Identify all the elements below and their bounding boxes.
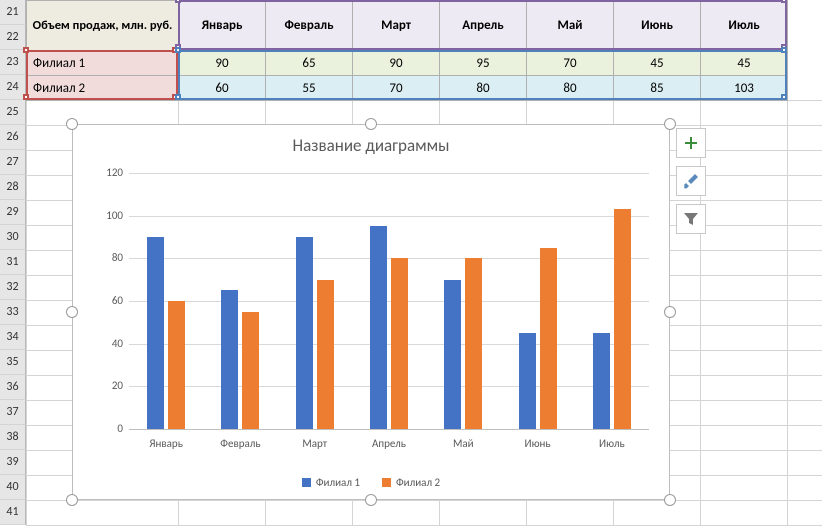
chart-bar[interactable] [465, 258, 482, 429]
chart-add-element-button[interactable] [676, 128, 706, 158]
chart-bar[interactable] [168, 301, 185, 429]
chart-bar[interactable] [614, 209, 631, 429]
table-cell[interactable]: 90 [353, 51, 440, 76]
chart-bar[interactable] [242, 312, 259, 429]
row-number-header[interactable]: 32 [0, 275, 26, 300]
row-number-header[interactable]: 28 [0, 175, 26, 200]
row-number-header[interactable]: 38 [0, 425, 26, 450]
y-axis-tick-label: 20 [83, 379, 123, 392]
legend-item[interactable]: Филиал 1 [302, 476, 360, 489]
chart-resize-handle[interactable] [664, 118, 676, 130]
y-axis-tick-label: 40 [83, 337, 123, 350]
chart-bar[interactable] [540, 248, 557, 429]
col-header[interactable]: Февраль [266, 1, 353, 51]
x-axis-tick-label: Май [453, 437, 474, 450]
legend-swatch-icon [302, 478, 311, 487]
chart-bar[interactable] [147, 237, 164, 429]
chart-resize-handle[interactable] [66, 306, 78, 318]
table-cell[interactable]: 80 [440, 76, 527, 101]
y-axis-tick-label: 0 [83, 422, 123, 435]
x-axis-tick-label: Март [302, 437, 327, 450]
row-number-header[interactable]: 41 [0, 500, 26, 525]
col-header[interactable]: Июнь [614, 1, 701, 51]
table-cell[interactable]: 90 [179, 51, 266, 76]
row-number-header[interactable]: 29 [0, 200, 26, 225]
chart-bar[interactable] [370, 226, 387, 429]
row-number-header[interactable]: 37 [0, 400, 26, 425]
row-number-header[interactable]: 23 [0, 50, 26, 75]
chart-side-buttons [676, 128, 706, 234]
chart-resize-handle[interactable] [66, 494, 78, 506]
chart-plot-area [129, 173, 649, 429]
table-cell[interactable]: 45 [614, 51, 701, 76]
legend-label: Филиал 1 [316, 476, 360, 489]
x-axis-tick-label: Январь [149, 437, 182, 450]
legend-swatch-icon [382, 478, 391, 487]
col-header[interactable]: Апрель [440, 1, 527, 51]
row-number-header[interactable]: 30 [0, 225, 26, 250]
row-number-header[interactable]: 40 [0, 475, 26, 500]
row-number-header[interactable]: 27 [0, 150, 26, 175]
table-cell[interactable]: 70 [353, 76, 440, 101]
table-cell[interactable]: 80 [527, 76, 614, 101]
chart-resize-handle[interactable] [365, 118, 377, 130]
y-axis-tick-label: 100 [83, 209, 123, 222]
legend-label: Филиал 2 [396, 476, 440, 489]
chart-bar[interactable] [221, 290, 238, 429]
chart-title[interactable]: Название диаграммы [73, 125, 669, 159]
x-axis-tick-label: Апрель [372, 437, 406, 450]
col-header[interactable]: Январь [179, 1, 266, 51]
chart-bar[interactable] [444, 280, 461, 429]
chart-resize-handle[interactable] [365, 494, 377, 506]
table-cell[interactable]: 65 [266, 51, 353, 76]
table-cell[interactable]: 85 [614, 76, 701, 101]
chart-bar[interactable] [296, 237, 313, 429]
row-number-header[interactable]: 34 [0, 325, 26, 350]
data-table[interactable]: Объем продаж, млн. руб. Январь Февраль М… [26, 0, 788, 101]
brush-icon [683, 173, 699, 189]
table-cell[interactable]: 55 [266, 76, 353, 101]
chart-legend[interactable]: Филиал 1 Филиал 2 [73, 476, 669, 489]
chart-filter-button[interactable] [676, 204, 706, 234]
table-cell[interactable]: 70 [527, 51, 614, 76]
table-cell[interactable]: 60 [179, 76, 266, 101]
col-header[interactable]: Июль [701, 1, 788, 51]
table-corner-header[interactable]: Объем продаж, млн. руб. [27, 1, 179, 51]
y-axis-tick-label: 80 [83, 251, 123, 264]
chart-resize-handle[interactable] [664, 494, 676, 506]
row-header[interactable]: Филиал 2 [27, 76, 179, 101]
x-axis-tick-label: Февраль [220, 437, 260, 450]
row-number-header[interactable]: 21 [0, 0, 26, 25]
row-number-header[interactable]: 25 [0, 100, 26, 125]
chart-object[interactable]: Название диаграммы Филиал 1 Филиал 2 0 20… [72, 124, 670, 500]
x-axis-tick-label: Июнь [525, 437, 551, 450]
y-axis-tick-label: 120 [83, 166, 123, 179]
y-axis-tick-label: 60 [83, 294, 123, 307]
x-axis-tick-label: Июль [599, 437, 625, 450]
row-number-header[interactable]: 39 [0, 450, 26, 475]
row-number-header[interactable]: 36 [0, 375, 26, 400]
table-cell[interactable]: 45 [701, 51, 788, 76]
row-header[interactable]: Филиал 1 [27, 51, 179, 76]
chart-bar[interactable] [593, 333, 610, 429]
legend-item[interactable]: Филиал 2 [382, 476, 440, 489]
spreadsheet-sheet: 2122232425262728293031323334353637383940… [0, 0, 822, 526]
chart-styles-button[interactable] [676, 166, 706, 196]
table-cell[interactable]: 95 [440, 51, 527, 76]
filter-icon [683, 211, 699, 227]
chart-resize-handle[interactable] [66, 118, 78, 130]
chart-bar[interactable] [317, 280, 334, 429]
plus-icon [683, 135, 699, 151]
table-cell[interactable]: 103 [701, 76, 788, 101]
chart-bar[interactable] [519, 333, 536, 429]
col-header[interactable]: Май [527, 1, 614, 51]
chart-resize-handle[interactable] [664, 306, 676, 318]
row-number-header[interactable]: 26 [0, 125, 26, 150]
chart-bar[interactable] [391, 258, 408, 429]
row-number-header[interactable]: 33 [0, 300, 26, 325]
col-header[interactable]: Март [353, 1, 440, 51]
row-number-header[interactable]: 31 [0, 250, 26, 275]
row-number-header[interactable]: 35 [0, 350, 26, 375]
